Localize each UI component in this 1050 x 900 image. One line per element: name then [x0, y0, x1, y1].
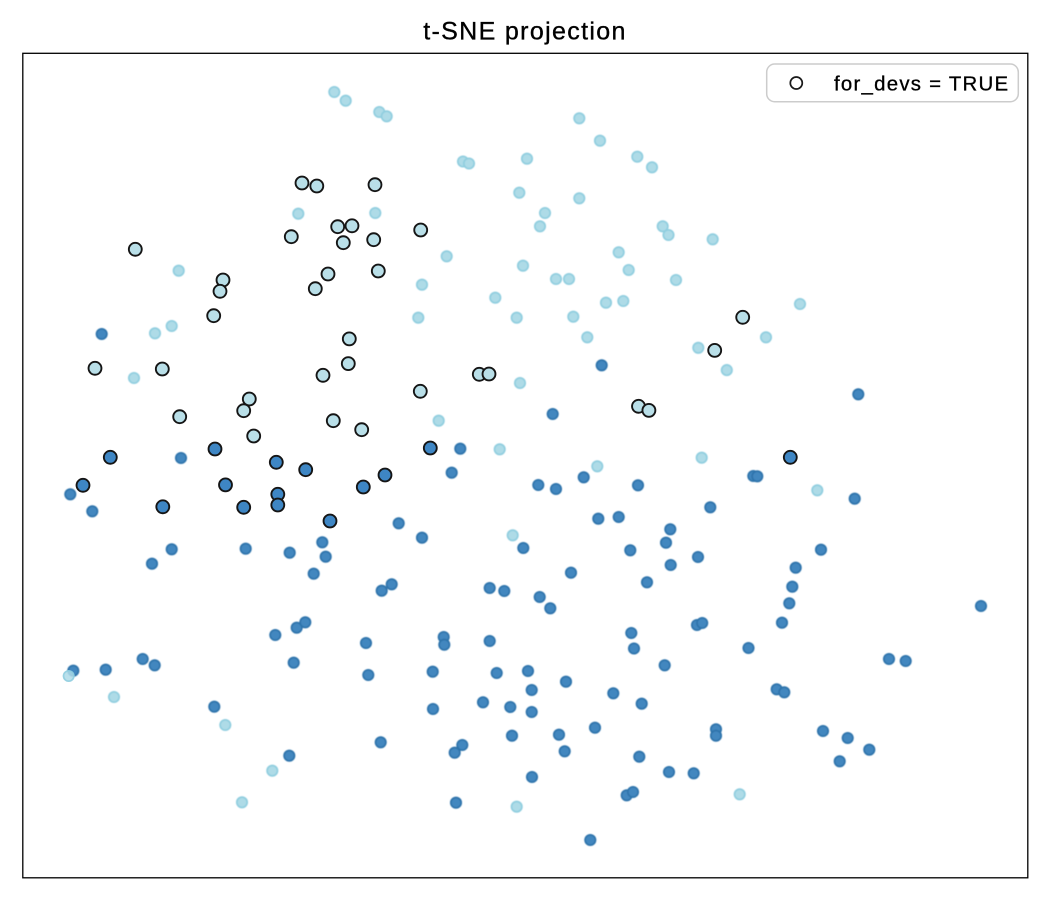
svg-text:t-SNE projection: t-SNE projection [423, 18, 627, 46]
svg-text:for_devs = TRUE: for_devs = TRUE [834, 74, 1009, 96]
